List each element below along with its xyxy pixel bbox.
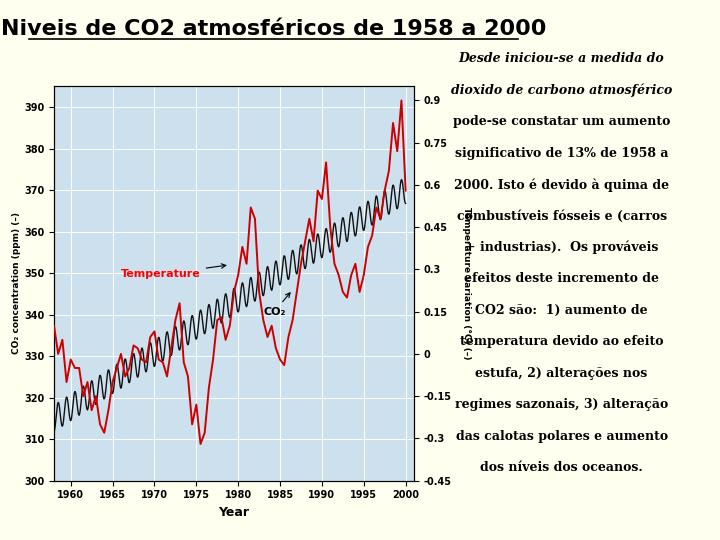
Text: dioxido de carbono atmosférico: dioxido de carbono atmosférico <box>451 84 672 97</box>
Text: dos níveis dos oceanos.: dos níveis dos oceanos. <box>480 461 643 474</box>
Y-axis label: Temperature variation (°C) (–): Temperature variation (°C) (–) <box>462 207 471 360</box>
Text: efeitos deste incremento de: efeitos deste incremento de <box>464 272 659 285</box>
Text: 2000. Isto é devido à quima de: 2000. Isto é devido à quima de <box>454 178 669 192</box>
Text: pode-se constatar um aumento: pode-se constatar um aumento <box>453 115 670 128</box>
Y-axis label: CO₂ concentration (ppm) (–): CO₂ concentration (ppm) (–) <box>12 213 21 354</box>
Text: Niveis de CO2 atmosféricos de 1958 a 2000: Niveis de CO2 atmosféricos de 1958 a 200… <box>1 19 546 39</box>
Text: das calotas polares e aumento: das calotas polares e aumento <box>456 429 667 442</box>
Text: combustíveis fósseis e (carros: combustíveis fósseis e (carros <box>456 210 667 222</box>
Text: Desde iniciou-se a medida do: Desde iniciou-se a medida do <box>459 52 665 65</box>
Text: estufa, 2) alterações nos: estufa, 2) alterações nos <box>475 367 648 380</box>
Text: + industrias).  Os prováveis: + industrias). Os prováveis <box>465 241 658 254</box>
X-axis label: Year: Year <box>218 506 250 519</box>
Text: CO₂: CO₂ <box>264 293 290 316</box>
Text: CO2 são:  1) aumento de: CO2 são: 1) aumento de <box>475 304 648 317</box>
Text: Temperature: Temperature <box>121 264 226 279</box>
Text: regimes sazonais, 3) alteração: regimes sazonais, 3) alteração <box>455 398 668 411</box>
Text: temperatura devido ao efeito: temperatura devido ao efeito <box>460 335 663 348</box>
Text: significativo de 13% de 1958 a: significativo de 13% de 1958 a <box>455 147 668 160</box>
